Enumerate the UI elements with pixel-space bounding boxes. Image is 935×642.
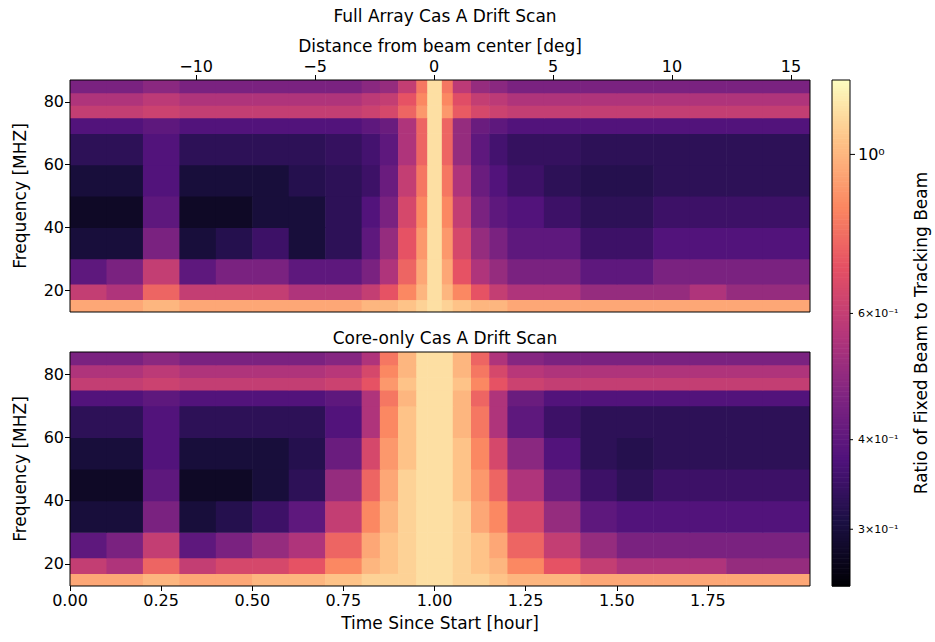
svg-text:10: 10 (662, 57, 682, 76)
svg-text:40: 40 (44, 491, 64, 510)
svg-text:60: 60 (44, 155, 64, 174)
svg-text:1.75: 1.75 (690, 591, 726, 610)
svg-text:4×10⁻¹: 4×10⁻¹ (858, 433, 898, 446)
svg-text:1.25: 1.25 (508, 591, 544, 610)
svg-text:0.25: 0.25 (143, 591, 179, 610)
svg-text:Core-only Cas A Drift Scan: Core-only Cas A Drift Scan (333, 328, 558, 348)
svg-text:15: 15 (781, 57, 801, 76)
svg-text:3×10⁻¹: 3×10⁻¹ (858, 523, 898, 536)
svg-text:40: 40 (44, 218, 64, 237)
svg-text:0: 0 (429, 57, 439, 76)
svg-text:20: 20 (44, 554, 64, 573)
svg-text:Frequency [MHZ]: Frequency [MHZ] (10, 123, 30, 269)
svg-text:6×10⁻¹: 6×10⁻¹ (858, 307, 898, 320)
svg-text:80: 80 (44, 365, 64, 384)
svg-text:0.00: 0.00 (52, 591, 88, 610)
svg-text:20: 20 (44, 281, 64, 300)
svg-text:10⁰: 10⁰ (858, 145, 885, 164)
svg-text:60: 60 (44, 428, 64, 447)
svg-text:0.75: 0.75 (326, 591, 362, 610)
svg-text:Ratio of Fixed Beam to Trackin: Ratio of Fixed Beam to Tracking Beam (911, 172, 931, 495)
svg-text:Full Array Cas A Drift Scan: Full Array Cas A Drift Scan (333, 6, 556, 26)
svg-text:0.50: 0.50 (234, 591, 270, 610)
svg-text:5: 5 (548, 57, 558, 76)
svg-text:Distance from beam center [deg: Distance from beam center [deg] (298, 36, 582, 56)
svg-text:Frequency [MHZ]: Frequency [MHZ] (10, 396, 30, 542)
svg-text:80: 80 (44, 92, 64, 111)
svg-text:−5: −5 (303, 57, 327, 76)
svg-text:Time Since Start [hour]: Time Since Start [hour] (340, 613, 539, 633)
svg-text:1.50: 1.50 (599, 591, 635, 610)
svg-text:1.00: 1.00 (417, 591, 453, 610)
svg-text:−10: −10 (179, 57, 213, 76)
